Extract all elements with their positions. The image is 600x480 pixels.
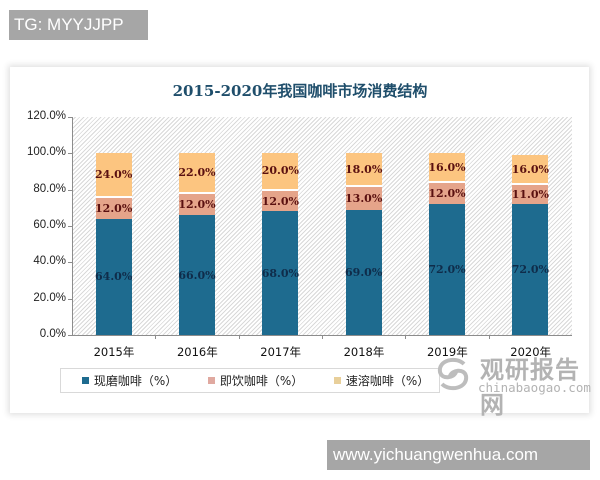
bar-segment: 11.0%	[512, 184, 549, 205]
legend: 现磨咖啡（%） 即饮咖啡（%） 速溶咖啡（%）	[60, 368, 440, 393]
bar-segment: 22.0%	[178, 153, 216, 194]
legend-item-instant: 速溶咖啡（%）	[334, 372, 430, 389]
bar-segment: 24.0%	[95, 153, 132, 197]
bar-segment: 13.0%	[345, 186, 382, 210]
x-tick-label: 2017年	[260, 345, 302, 359]
legend-swatch-icon	[208, 377, 215, 384]
legend-label: 现磨咖啡（%）	[93, 374, 178, 388]
bar-segment: 72.0%	[428, 204, 466, 335]
chinabaogao-logo: 观研报告网 chinabaogao.com	[430, 350, 591, 419]
legend-item-ready-to-drink: 即饮咖啡（%）	[208, 372, 304, 389]
logo-text-en: chinabaogao.com	[478, 380, 591, 395]
y-axis	[72, 117, 73, 336]
y-tick-mark	[68, 226, 72, 227]
y-tick-label: 100.0%	[26, 146, 66, 159]
y-tick-label: 120.0%	[26, 110, 66, 122]
bar-segment: 18.0%	[345, 153, 382, 187]
legend-item-fresh-ground: 现磨咖啡（%）	[82, 372, 178, 389]
legend-label: 速溶咖啡（%）	[345, 374, 430, 388]
bar-segment: 12.0%	[178, 193, 216, 216]
x-tick-mark	[238, 335, 240, 339]
watermark-top: TG: MYYJJPP	[9, 10, 148, 40]
y-tick-mark	[68, 298, 72, 300]
bar-segment: 16.0%	[512, 155, 549, 185]
bar-segment: 12.0%	[428, 182, 466, 205]
bar-segment: 68.0%	[262, 211, 299, 335]
plot-area	[72, 117, 572, 335]
y-tick-label: 80.0%	[33, 182, 66, 195]
legend-label: 即饮咖啡（%）	[219, 374, 304, 388]
y-tick-mark	[68, 153, 72, 155]
x-tick-label: 2016年	[176, 345, 218, 359]
legend-swatch-icon	[334, 377, 341, 384]
bar-segment: 12.0%	[95, 196, 132, 219]
bar-segment: 72.0%	[512, 204, 549, 335]
y-tick-mark	[68, 262, 72, 264]
y-tick-label: 0.0%	[39, 328, 66, 340]
bar-segment: 66.0%	[178, 215, 216, 335]
x-tick-label: 2020年	[510, 345, 552, 359]
x-tick-label: 2015年	[93, 345, 135, 359]
y-tick-label: 40.0%	[33, 255, 66, 268]
bar-segment: 20.0%	[262, 153, 299, 190]
x-tick-mark	[322, 335, 323, 339]
y-tick-label: 20.0%	[33, 291, 66, 304]
x-tick-mark	[405, 335, 407, 339]
bar-segment: 16.0%	[428, 153, 466, 183]
y-tick-mark	[68, 117, 72, 118]
y-tick-mark	[68, 335, 72, 336]
bar-segment: 64.0%	[95, 218, 132, 335]
x-tick-label: 2018年	[343, 345, 385, 359]
legend-swatch-icon	[82, 377, 89, 384]
y-tick-mark	[68, 189, 72, 191]
watermark-bottom: www.yichuangwenhua.com	[327, 440, 590, 470]
x-tick-label: 2019年	[426, 345, 468, 359]
bar-segment: 12.0%	[262, 189, 299, 212]
chart-title: 2015-2020年我国咖啡市场消费结构	[172, 82, 428, 100]
bar-segment: 69.0%	[345, 209, 382, 335]
x-tick-mark	[488, 335, 490, 339]
swirl-logo-icon	[437, 357, 469, 391]
logo-text-cn: 观研报告网	[480, 356, 580, 419]
x-tick-mark	[155, 335, 157, 339]
y-tick-label: 60.0%	[33, 219, 66, 231]
